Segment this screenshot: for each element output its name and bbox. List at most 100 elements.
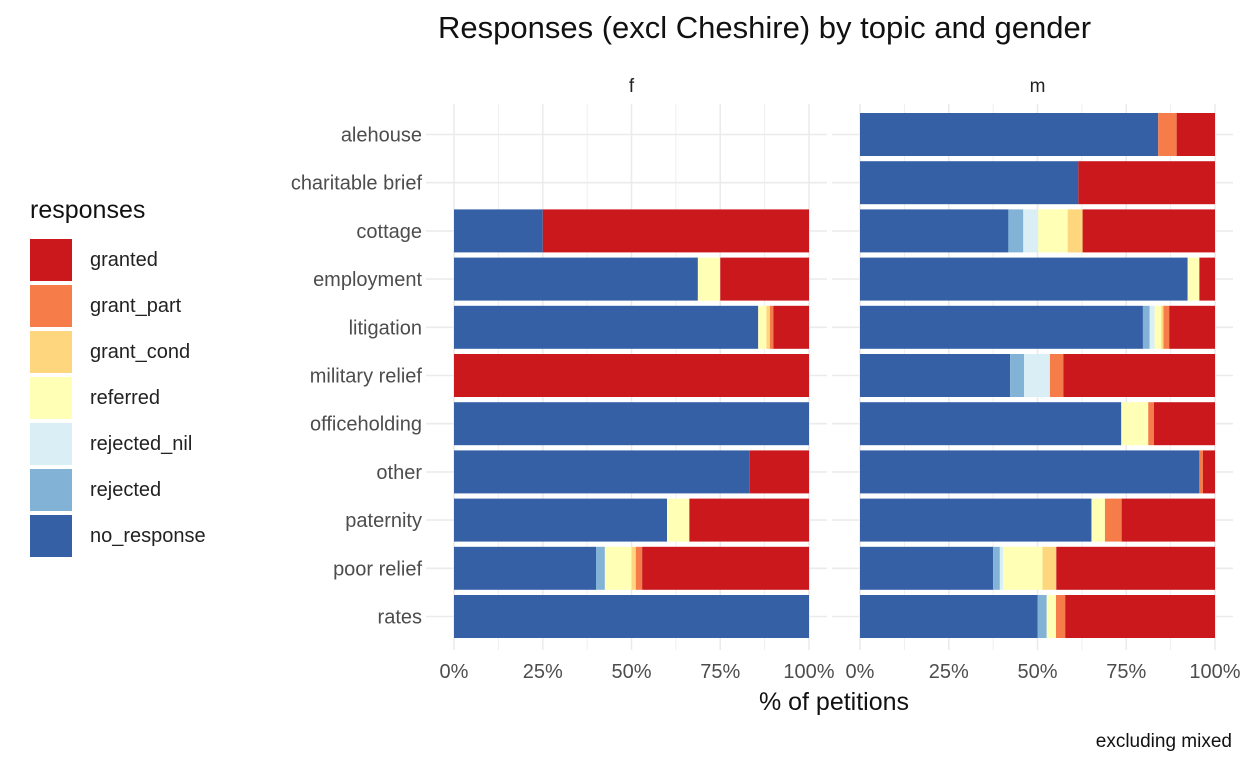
- x-tick-label-m-3: 75%: [1106, 661, 1146, 683]
- bar-f-litigation-grant-cond: [766, 305, 770, 349]
- bar-f-poor-relief-grant-part: [635, 546, 643, 590]
- bar-f-officeholding-no-response: [454, 402, 809, 446]
- legend-swatch-grant-cond: [30, 331, 72, 373]
- chart-title: Responses (excl Cheshire) by topic and g…: [438, 10, 1092, 45]
- bar-m-poor-relief-granted: [1056, 546, 1215, 590]
- bar-f-poor-relief-no-response: [454, 546, 596, 590]
- bar-m-officeholding-grant-part: [1148, 402, 1154, 446]
- bar-m-military-relief-granted: [1063, 354, 1215, 397]
- bar-m-poor-relief-rejected-nil: [999, 546, 1004, 590]
- bar-m-litigation-grant-cond: [1161, 305, 1164, 349]
- legend-label-rejected: rejected: [90, 478, 162, 501]
- y-tick-label-paternity: paternity: [345, 510, 422, 532]
- x-tick-label-m-0: 0%: [846, 661, 875, 683]
- y-tick-label-poor-relief: poor relief: [333, 558, 422, 580]
- legend-item-granted: granted: [30, 237, 206, 283]
- bar-m-litigation-rejected: [1142, 305, 1150, 349]
- bar-m-officeholding-granted: [1153, 402, 1215, 446]
- bar-f-cottage-granted: [542, 209, 809, 253]
- bar-m-poor-relief-referred: [1003, 546, 1043, 590]
- x-tick-label-m-4: 100%: [1189, 661, 1240, 683]
- x-axis-label: % of petitions: [759, 688, 909, 716]
- y-tick-label-cottage: cottage: [356, 221, 422, 243]
- bar-f-litigation-no-response: [454, 305, 759, 349]
- bar-m-military-relief-rejected: [1010, 354, 1025, 397]
- legend-item-grant-cond: grant_cond: [30, 329, 206, 375]
- x-tick-label-f-0: 0%: [440, 661, 469, 683]
- bar-m-paternity-granted: [1121, 498, 1215, 542]
- legend-swatch-rejected-nil: [30, 423, 72, 465]
- bar-m-poor-relief-grant-cond: [1042, 546, 1057, 590]
- bar-m-rates-no-response: [860, 595, 1038, 638]
- legend-label-rejected-nil: rejected_nil: [90, 432, 193, 455]
- bar-f-employment-granted: [720, 257, 809, 301]
- bar-f-other-no-response: [454, 450, 750, 494]
- x-tick-label-f-4: 100%: [783, 661, 834, 683]
- bar-m-poor-relief-rejected: [993, 546, 1000, 590]
- x-tick-label-m-1: 25%: [929, 661, 969, 683]
- bar-f-poor-relief-granted: [642, 546, 809, 590]
- legend-swatch-rejected: [30, 469, 72, 511]
- legend-swatch-grant-part: [30, 285, 72, 327]
- bar-f-employment-referred: [697, 257, 721, 301]
- bar-m-paternity-grant-part: [1104, 498, 1122, 542]
- bar-m-cottage-rejected: [1008, 209, 1024, 253]
- bar-f-litigation-referred: [758, 305, 767, 349]
- y-tick-label-employment: employment: [313, 269, 422, 291]
- y-tick-label-alehouse: alehouse: [341, 125, 422, 147]
- bar-m-alehouse-no-response: [860, 113, 1159, 156]
- bar-f-employment-no-response: [454, 257, 698, 301]
- bar-f-poor-relief-grant-cond: [631, 546, 636, 590]
- bar-m-rates-granted: [1065, 595, 1215, 638]
- bar-m-litigation-granted: [1169, 305, 1215, 349]
- legend-label-grant-part: grant_part: [90, 294, 182, 317]
- bar-m-cottage-grant-cond: [1067, 209, 1083, 253]
- bar-m-military-relief-grant-part: [1049, 354, 1064, 397]
- bar-m-charitable-brief-no-response: [860, 161, 1079, 205]
- legend-swatch-granted: [30, 239, 72, 281]
- bar-f-paternity-referred: [667, 498, 690, 542]
- bar-m-employment-granted: [1199, 257, 1215, 301]
- bar-m-paternity-referred: [1091, 498, 1105, 542]
- legend-swatch-no-response: [30, 515, 72, 557]
- bar-m-cottage-rejected-nil: [1023, 209, 1039, 253]
- legend-title: responses: [30, 196, 146, 224]
- bar-m-litigation-no-response: [860, 305, 1143, 349]
- x-tick-label-f-2: 50%: [611, 661, 651, 683]
- facet-label-f: f: [629, 76, 635, 97]
- y-tick-label-other: other: [376, 462, 422, 484]
- bar-m-officeholding-referred: [1121, 402, 1149, 446]
- bar-m-cottage-referred: [1038, 209, 1068, 253]
- legend-item-referred: referred: [30, 375, 206, 421]
- x-tick-label-m-2: 50%: [1017, 661, 1057, 683]
- bar-f-paternity-no-response: [454, 498, 667, 542]
- x-tick-label-f-3: 75%: [700, 661, 740, 683]
- bar-m-cottage-no-response: [860, 209, 1009, 253]
- bar-m-litigation-grant-part: [1163, 305, 1170, 349]
- bar-m-litigation-rejected-nil: [1149, 305, 1155, 349]
- y-tick-label-military-relief: military relief: [310, 366, 423, 388]
- legend-label-no-response: no_response: [90, 524, 206, 547]
- legend-label-referred: referred: [90, 386, 161, 409]
- bar-m-officeholding-no-response: [860, 402, 1122, 446]
- legend-item-rejected-nil: rejected_nil: [30, 421, 206, 467]
- y-tick-label-rates: rates: [378, 607, 422, 629]
- bar-m-alehouse-grant-part: [1158, 113, 1177, 156]
- legend-item-rejected: rejected: [30, 467, 206, 513]
- bar-f-cottage-no-response: [454, 209, 543, 253]
- x-tick-label-f-1: 25%: [523, 661, 563, 683]
- bar-m-employment-no-response: [860, 257, 1188, 301]
- bar-m-alehouse-granted: [1176, 113, 1215, 156]
- y-tick-label-charitable-brief: charitable brief: [291, 173, 423, 195]
- y-tick-label-officeholding: officeholding: [310, 414, 422, 436]
- y-tick-label-litigation: litigation: [349, 317, 422, 339]
- bar-f-poor-relief-rejected: [596, 546, 605, 590]
- bar-f-litigation-granted: [773, 305, 809, 349]
- bar-m-rates-rejected: [1037, 595, 1047, 638]
- legend: responses granted grant_part grant_cond …: [30, 196, 206, 559]
- bar-m-rates-referred: [1046, 595, 1056, 638]
- legend-swatch-referred: [30, 377, 72, 419]
- bar-f-military-relief-granted: [454, 354, 809, 397]
- bar-f-paternity-granted: [689, 498, 809, 542]
